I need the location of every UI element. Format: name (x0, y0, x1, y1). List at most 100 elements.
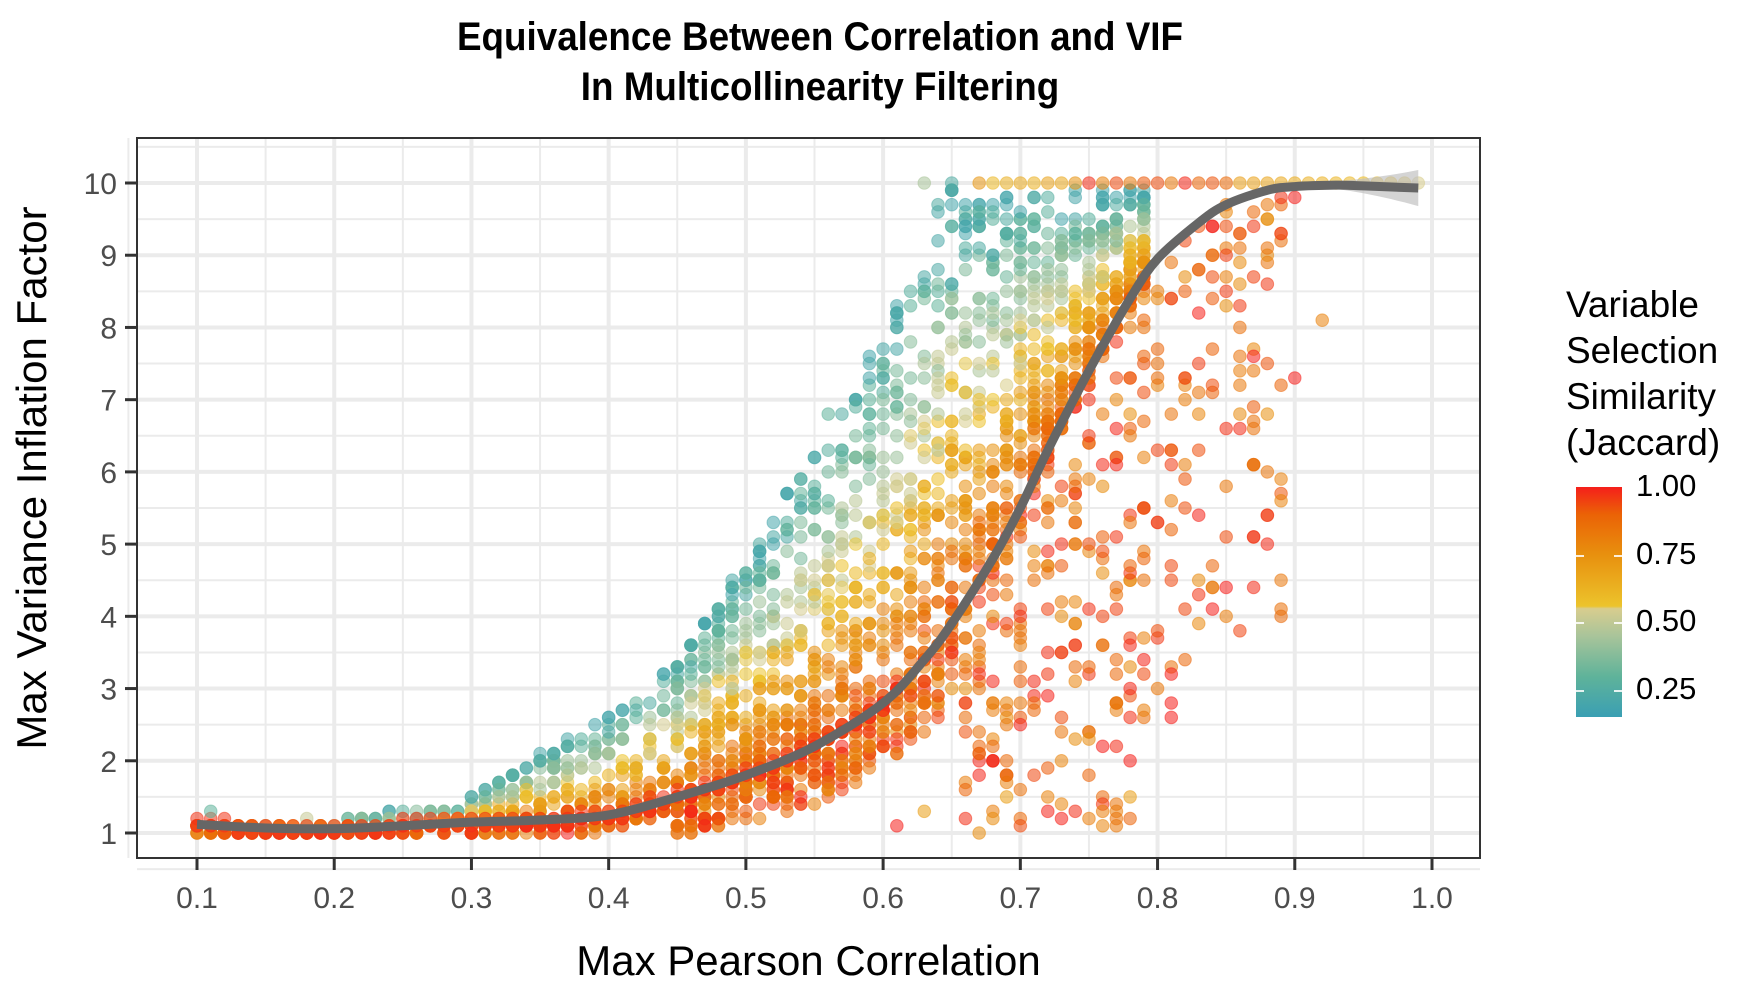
scatter-point (629, 768, 643, 783)
scatter-point (1109, 335, 1124, 349)
scatter-point (821, 703, 836, 718)
scatter-point (835, 667, 849, 681)
scatter-point (1013, 696, 1028, 710)
scatter-point (986, 609, 1000, 624)
scatter-point (780, 717, 794, 732)
scatter-point (725, 797, 739, 811)
scatter-point (1095, 804, 1110, 819)
scatter-point (1109, 811, 1124, 826)
scatter-point (1233, 421, 1247, 436)
scatter-point (1040, 645, 1055, 660)
scatter-point (711, 753, 726, 768)
scatter-point (780, 595, 794, 609)
scatter-point (793, 573, 808, 588)
scatter-point (1178, 371, 1192, 385)
scatter-point (1260, 537, 1275, 551)
scatter-point (1040, 566, 1055, 580)
scatter-point (697, 739, 712, 754)
scatter-point (1219, 421, 1233, 436)
scatter-point (1164, 407, 1179, 421)
y-tick-label: 5 (100, 529, 117, 562)
scatter-point (1137, 703, 1151, 718)
scatter-point (793, 688, 808, 703)
scatter-point (1246, 349, 1261, 364)
scatter-point (1191, 176, 1206, 190)
scatter-point (890, 472, 904, 486)
scatter-point (1013, 436, 1028, 450)
smooth-curve (196, 180, 1419, 834)
scatter-point (1109, 270, 1124, 284)
scatter-point (1164, 667, 1179, 681)
scatter-point (1054, 797, 1069, 811)
chart-title-line-1: Equivalence Between Correlation and VIF (457, 15, 1183, 59)
scatter-point (1109, 197, 1124, 212)
scatter-point (739, 616, 753, 631)
scatter-point (1013, 717, 1028, 732)
scatter-point (944, 291, 959, 306)
scatter-point (684, 667, 698, 681)
scatter-point (903, 645, 918, 660)
scatter-point (890, 587, 904, 602)
scatter-point (1164, 710, 1179, 725)
scatter-point (1246, 400, 1261, 414)
scatter-point (986, 327, 1000, 342)
scatter-point (848, 400, 863, 414)
scatter-point (697, 688, 712, 703)
scatter-point (931, 349, 945, 364)
scatter-point (725, 753, 739, 768)
legend-tick-label: 1.00 (1636, 468, 1697, 503)
scatter-point (1027, 255, 1041, 270)
scatter-point (944, 219, 959, 234)
scatter-point (1027, 674, 1041, 689)
scatter-point (931, 298, 945, 313)
scatter-point (697, 717, 712, 732)
scatter-point (1191, 407, 1206, 421)
scatter-point (670, 818, 685, 833)
scatter-point (492, 775, 506, 790)
scatter-point (876, 645, 890, 660)
scatter-point (711, 623, 726, 638)
scatter-point (1068, 313, 1083, 328)
scatter-point (1205, 176, 1220, 190)
scatter-point (972, 551, 986, 566)
scatter-point (1013, 205, 1028, 219)
scatter-point (1054, 342, 1069, 356)
scatter-point (835, 681, 849, 696)
scatter-point (848, 479, 863, 494)
scatter-point (931, 508, 945, 523)
scatter-point (1123, 270, 1137, 284)
scatter-point (1054, 313, 1069, 328)
scatter-point (1040, 501, 1055, 515)
y-tick-label: 4 (100, 601, 117, 634)
scatter-point (1246, 530, 1261, 544)
scatter-point (1040, 284, 1055, 299)
scatter-point (1137, 197, 1151, 212)
scatter-point (958, 335, 973, 349)
scatter-point (1027, 421, 1041, 436)
scatter-point (725, 573, 739, 588)
scatter-point (999, 616, 1014, 631)
scatter-point (931, 233, 945, 248)
scatter-point (1068, 732, 1083, 746)
scatter-point (958, 385, 973, 400)
scatter-point (807, 587, 822, 602)
scatter-point (876, 566, 890, 580)
scatter-point (986, 703, 1000, 718)
scatter-point (999, 450, 1014, 465)
scatter-point (999, 768, 1014, 783)
scatter-point (1219, 479, 1233, 494)
scatter-point (1123, 219, 1137, 234)
legend-tick-mark (1614, 689, 1622, 692)
scatter-point (958, 248, 973, 263)
scatter-point (1013, 385, 1028, 400)
scatter-point (574, 826, 589, 840)
scatter-point (1287, 190, 1302, 205)
scatter-point (1068, 804, 1083, 819)
scatter-point (1246, 363, 1261, 378)
scatter-point (903, 284, 918, 299)
scatter-point (821, 616, 836, 631)
scatter-point (766, 645, 781, 660)
scatter-point (1109, 421, 1124, 436)
scatter-point (780, 703, 794, 718)
